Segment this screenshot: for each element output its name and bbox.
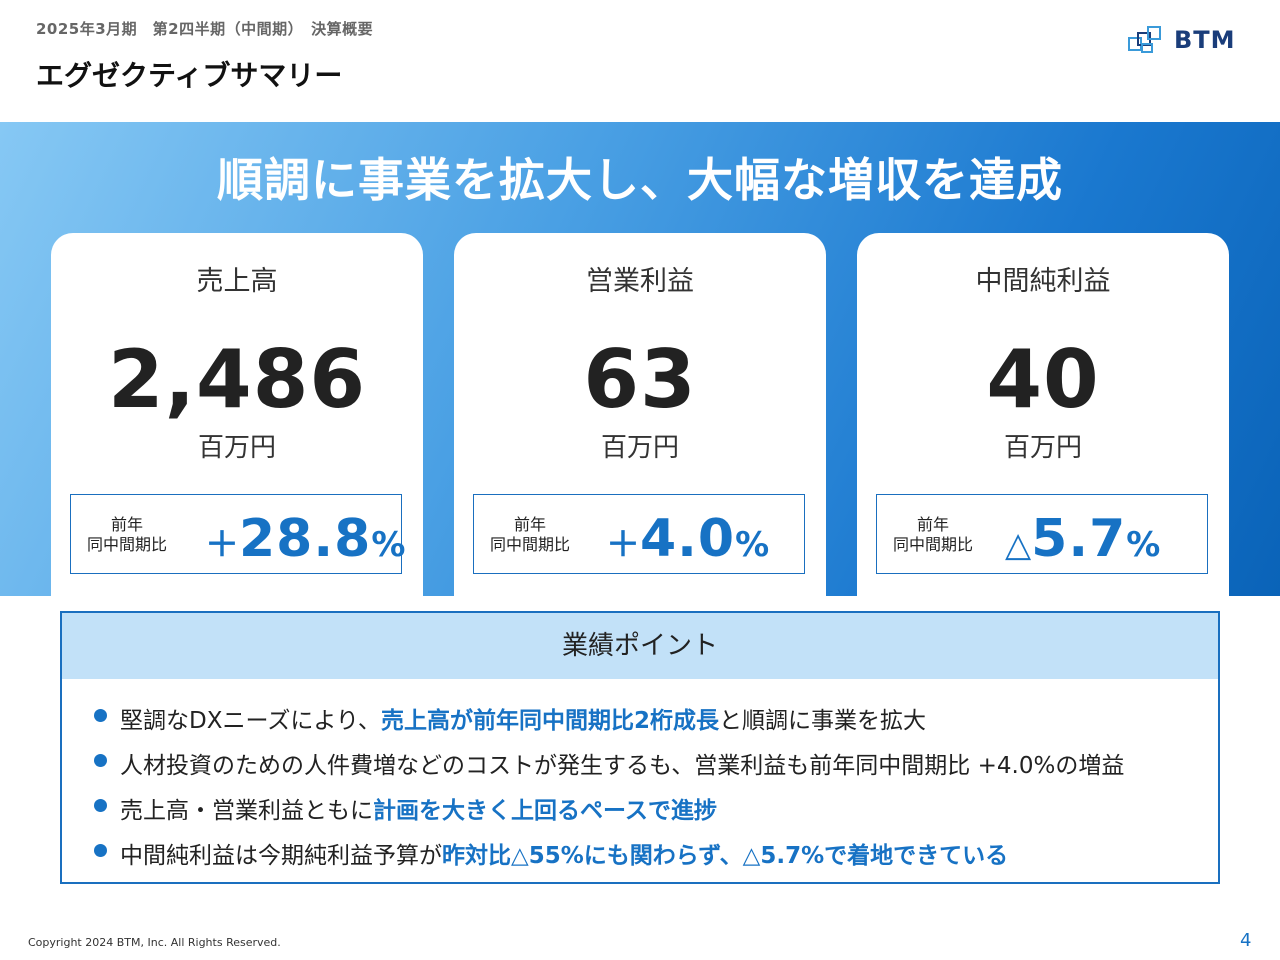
point-text: 中間純利益は今期純利益予算が (120, 843, 442, 869)
headline: 順調に事業を拡大し、大幅な増収を達成 (217, 153, 1063, 207)
yoy-box: 前年 同中間期比 △5.7% (876, 494, 1208, 574)
page-title: エグゼクティブサマリー (36, 59, 343, 92)
yoy-label: 前年 同中間期比 (87, 515, 167, 555)
kpi-card-net-income: 中間純利益 40 百万円 前年 同中間期比 △5.7% (857, 233, 1229, 596)
kpi-label: 中間純利益 (975, 266, 1111, 297)
yoy-sign: ＋ (606, 525, 640, 565)
yoy-percent: % (371, 525, 406, 565)
yoy-label: 前年 同中間期比 (893, 515, 973, 555)
yoy-label-line1: 前年 (111, 515, 144, 534)
kpi-value: 63 (583, 333, 697, 426)
page-number: 4 (1240, 930, 1252, 951)
yoy-label-line2: 同中間期比 (87, 535, 168, 554)
kpi-card-revenue: 売上高 2,486 百万円 前年 同中間期比 ＋28.8% (51, 233, 423, 596)
bullet-icon (94, 799, 107, 812)
list-item: 売上高・営業利益ともに計画を大きく上回るペースで進捗 (94, 791, 1218, 836)
kpi-label: 売上高 (196, 266, 278, 297)
yoy-value: △5.7% (1005, 509, 1160, 569)
copyright-notice: Copyright 2024 BTM, Inc. All Rights Rese… (28, 936, 281, 949)
point-text: 売上高・営業利益ともに (120, 798, 373, 824)
list-item: 人材投資のための人件費増などのコストが発生するも、営業利益も前年同中間期比 +4… (94, 746, 1218, 791)
point-text: 堅調なDXニーズにより、 (120, 708, 381, 734)
kpi-value: 40 (986, 333, 1100, 426)
list-item: 堅調なDXニーズにより、売上高が前年同中間期比2桁成長と順調に事業を拡大 (94, 701, 1218, 746)
yoy-sign: ＋ (205, 525, 239, 565)
yoy-number: 5.7 (1031, 509, 1127, 569)
yoy-label-line2: 同中間期比 (893, 535, 974, 554)
bullet-icon (94, 709, 107, 722)
kpi-unit: 百万円 (197, 433, 276, 463)
point-highlight: 計画を大きく上回るペースで進捗 (373, 798, 717, 824)
yoy-percent: % (735, 525, 770, 565)
company-logo: BTM (1128, 24, 1252, 56)
yoy-number: 28.8 (239, 509, 372, 569)
kpi-unit: 百万円 (1003, 433, 1082, 463)
point-highlight: 売上高が前年同中間期比2桁成長 (380, 708, 719, 734)
btm-logo-icon (1128, 26, 1161, 53)
yoy-percent: % (1126, 525, 1161, 565)
yoy-label-line1: 前年 (917, 515, 950, 534)
kpi-card-operating-profit: 営業利益 63 百万円 前年 同中間期比 ＋4.0% (454, 233, 826, 596)
point-text: 人材投資のための人件費増などのコストが発生するも、営業利益も前年同中間期比 +4… (120, 753, 1125, 779)
yoy-number: 4.0 (640, 509, 736, 569)
yoy-label-line1: 前年 (514, 515, 547, 534)
yoy-value: ＋28.8% (205, 509, 405, 569)
kpi-label: 営業利益 (586, 266, 694, 297)
yoy-label-line2: 同中間期比 (490, 535, 571, 554)
point-highlight: 昨対比△55%にも関わらず、△5.7%で着地できている (442, 843, 1009, 869)
point-text-tail: と順調に事業を拡大 (718, 708, 926, 734)
yoy-sign: △ (1005, 525, 1032, 565)
bullet-icon (94, 754, 107, 767)
points-title: 業績ポイント (62, 613, 1218, 679)
bullet-icon (94, 844, 107, 857)
logo-text: BTM (1174, 26, 1236, 54)
points-list: 堅調なDXニーズにより、売上高が前年同中間期比2桁成長と順調に事業を拡大 人材投… (62, 679, 1218, 881)
yoy-value: ＋4.0% (606, 509, 769, 569)
kpi-unit: 百万円 (600, 433, 679, 463)
yoy-label: 前年 同中間期比 (490, 515, 570, 555)
kpi-value: 2,486 (107, 333, 367, 426)
business-points-panel: 業績ポイント 堅調なDXニーズにより、売上高が前年同中間期比2桁成長と順調に事業… (60, 611, 1220, 884)
yoy-box: 前年 同中間期比 ＋4.0% (473, 494, 805, 574)
report-subtitle: 2025年3月期 第2四半期（中間期） 決算概要 (36, 20, 374, 38)
list-item: 中間純利益は今期純利益予算が昨対比△55%にも関わらず、△5.7%で着地できてい… (94, 836, 1218, 881)
yoy-box: 前年 同中間期比 ＋28.8% (70, 494, 405, 574)
